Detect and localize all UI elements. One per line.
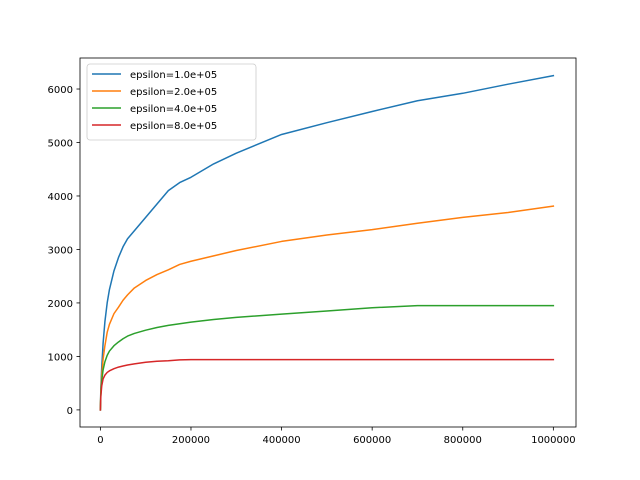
x-tick-label: 800000 bbox=[444, 435, 482, 446]
x-tick-label: 600000 bbox=[353, 435, 391, 446]
x-tick-label: 0 bbox=[97, 435, 103, 446]
y-tick-label: 2000 bbox=[48, 299, 73, 310]
series-line-2 bbox=[99, 205, 555, 411]
series-line-4 bbox=[99, 358, 555, 411]
x-tick-label: 400000 bbox=[262, 435, 300, 446]
legend-label-4: epsilon=8.0e+05 bbox=[130, 121, 217, 132]
series-line-3 bbox=[99, 304, 555, 411]
y-axis: 0 1000 2000 3000 4000 5000 6000 bbox=[48, 85, 80, 417]
legend-frame bbox=[86, 63, 257, 141]
y-tick-label: 6000 bbox=[48, 85, 73, 96]
legend-label-1: epsilon=1.0e+05 bbox=[130, 70, 217, 81]
legend: epsilon=1.0e+05 epsilon=2.0e+05 epsilon=4.… bbox=[86, 63, 257, 141]
y-tick-label: 4000 bbox=[48, 192, 73, 203]
y-tick-label: 1000 bbox=[48, 352, 73, 363]
legend-label-3: epsilon=4.0e+05 bbox=[130, 104, 217, 115]
y-tick-label: 5000 bbox=[48, 138, 73, 149]
series-line-1 bbox=[99, 74, 555, 411]
axes-frame bbox=[79, 57, 577, 428]
x-tick-label: 1000000 bbox=[531, 435, 576, 446]
x-tick-label: 200000 bbox=[172, 435, 210, 446]
y-tick-label: 3000 bbox=[48, 245, 73, 256]
x-axis: 0 200000 400000 600000 800000 1000000 bbox=[97, 427, 576, 446]
series-layer bbox=[99, 74, 555, 411]
legend-label-2: epsilon=2.0e+05 bbox=[130, 87, 217, 98]
y-tick-label: 0 bbox=[67, 406, 73, 417]
